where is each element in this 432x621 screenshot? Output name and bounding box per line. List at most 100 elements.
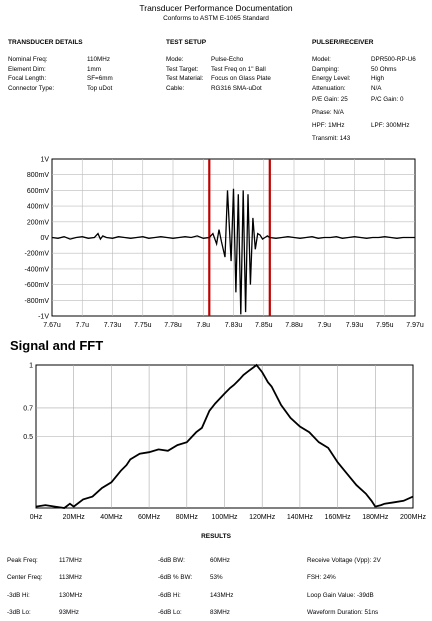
transmit: Transmit: 143 bbox=[312, 135, 351, 142]
pulser-receiver-heading: PULSER/RECEIVER bbox=[312, 39, 374, 46]
fft-y-tick-label: 1 bbox=[29, 363, 33, 370]
fft-x-tick-label: 60MHz bbox=[138, 514, 161, 521]
peak-freq-label: Peak Freq: bbox=[7, 557, 38, 564]
pe-gain: P/E Gain: 25 bbox=[312, 96, 348, 103]
receive-voltage: Receive Voltage (Vpp): 2V bbox=[307, 557, 381, 564]
model-value: DPR500-RP-U6 bbox=[371, 56, 416, 63]
y-tick-label: -200mV bbox=[24, 251, 49, 258]
fft-x-tick-label: 140MHz bbox=[287, 514, 314, 521]
minus3db-hi-value: 130MHz bbox=[59, 591, 83, 599]
attenuation-value: N/A bbox=[371, 84, 382, 92]
loop-gain-value: Loop Gain Value: -39dB bbox=[307, 591, 374, 599]
connector-type-label: Connector Type: bbox=[8, 84, 55, 92]
element-dim-value: 1mm bbox=[87, 65, 101, 73]
fsh: FSH: 24% bbox=[307, 574, 336, 582]
minus6db-bw-value: 60MHz bbox=[210, 557, 230, 564]
fft-x-tick-label: 0Hz bbox=[30, 514, 43, 521]
minus6db-pct-bw-value: 53% bbox=[210, 574, 223, 582]
phase: Phase: N/A bbox=[312, 109, 344, 116]
focal-length-label: Focal Length: bbox=[8, 75, 47, 83]
x-tick-label: 7.67u bbox=[43, 322, 61, 329]
damping-value: 50 Ohms bbox=[371, 65, 397, 73]
page-title: Transducer Performance Documentation bbox=[139, 3, 293, 13]
y-tick-label: 600mV bbox=[27, 188, 50, 195]
hpf: HPF: 1MHz bbox=[312, 122, 345, 129]
fft-x-tick-label: 20MHz bbox=[63, 514, 86, 521]
y-tick-label: -400mV bbox=[24, 266, 49, 273]
fft-y-tick-label: 0.5 bbox=[23, 434, 33, 441]
lpf: LPF: 300MHz bbox=[371, 122, 410, 129]
center-freq-value: 113MHz bbox=[59, 574, 82, 582]
minus6db-lo-label: -6dB Lo: bbox=[158, 608, 182, 616]
fft-x-tick-label: 120MHz bbox=[249, 514, 276, 521]
results-col1-values: 117MHz 113MHz 130MHz 93MHz bbox=[59, 552, 82, 621]
time-domain-chart: 7.67u 7.7u 7.73u 7.75u 7.78u 7.8u 7.83u 7.85u 7.… bbox=[24, 157, 424, 330]
y-tick-label: 0V bbox=[40, 235, 49, 242]
x-tick-label: 7.97u bbox=[406, 322, 424, 329]
minus3db-lo-label: -3dB Lo: bbox=[7, 608, 31, 616]
transducer-details-values: 110MHz 1mm SF=6mm Top uDot bbox=[87, 55, 113, 93]
y-tick-label: -1V bbox=[38, 314, 49, 321]
transducer-details-heading: TRANSDUCER DETAILS bbox=[8, 39, 83, 46]
x-tick-label: 7.73u bbox=[104, 322, 122, 329]
pc-gain: P/C Gain: 0 bbox=[371, 96, 404, 103]
fft-y-tick-label: 0.7 bbox=[23, 405, 33, 412]
test-setup-labels: Mode: Test Target: Test Material: Cable: bbox=[166, 55, 203, 93]
x-tick-label: 7.95u bbox=[376, 322, 394, 329]
pulser-receiver-labels: Model: Damping: Energy Level: Attenuatio… bbox=[312, 55, 351, 93]
attenuation-label: Attenuation: bbox=[312, 84, 346, 92]
energy-level-value: High bbox=[371, 75, 384, 83]
peak-freq-value: 117MHz bbox=[59, 557, 82, 564]
minus6db-hi-value: 143MHz bbox=[210, 591, 234, 599]
results-col3: Receive Voltage (Vpp): 2V FSH: 24% Loop … bbox=[307, 552, 381, 621]
x-tick-label: 7.88u bbox=[285, 322, 303, 329]
y-tick-label: -800mV bbox=[24, 298, 49, 305]
page-subtitle: Conforms to ASTM E-1065 Standard bbox=[163, 15, 269, 22]
test-target-label: Test Target: bbox=[166, 65, 199, 73]
minus6db-bw-label: -6dB BW: bbox=[158, 557, 185, 564]
cable-label: Cable: bbox=[166, 84, 185, 92]
results-col2-values: 60MHz 53% 143MHz 83MHz bbox=[210, 552, 233, 621]
minus6db-hi-label: -6dB Hi: bbox=[158, 591, 181, 599]
y-tick-label: -600mV bbox=[24, 282, 49, 289]
test-setup-heading: TEST SETUP bbox=[166, 39, 207, 46]
waveform-line bbox=[51, 188, 415, 315]
fft-x-tick-label: 160MHz bbox=[325, 514, 352, 521]
y-tick-label: 200mV bbox=[27, 219, 50, 226]
focal-length-value: SF=6mm bbox=[87, 75, 113, 83]
element-dim-label: Element Dim: bbox=[8, 65, 46, 73]
y-tick-label: 1V bbox=[40, 157, 49, 164]
fft-chart: 0Hz 20MHz 40MHz 60MHz 80MHz 100MHz 120MHz 140MH… bbox=[23, 363, 427, 522]
minus3db-hi-label: -3dB Hi: bbox=[7, 591, 30, 599]
mode-label: Mode: bbox=[166, 56, 184, 63]
test-material-value: Focus on Glass Plate bbox=[211, 75, 271, 83]
test-setup-values: Pulse-Echo Test Freq on 1" Ball Focus on… bbox=[211, 55, 271, 93]
x-tick-label: 7.75u bbox=[134, 322, 152, 329]
results-col1-labels: Peak Freq: Center Freq: -3dB Hi: -3dB Lo… bbox=[7, 552, 42, 621]
minus6db-pct-bw-label: -6dB % BW: bbox=[158, 574, 193, 582]
mode-value: Pulse-Echo bbox=[211, 56, 244, 63]
fft-x-tick-label: 40MHz bbox=[100, 514, 123, 521]
cable-value: RG316 SMA-uDot bbox=[211, 84, 262, 92]
test-target-value: Test Freq on 1" Ball bbox=[211, 65, 266, 73]
pulser-receiver-values: DPR500-RP-U6 50 Ohms High N/A bbox=[371, 55, 416, 93]
model-label: Model: bbox=[312, 56, 331, 63]
connector-type-value: Top uDot bbox=[87, 84, 113, 92]
fft-x-tick-label: 200MHz bbox=[400, 514, 427, 521]
fft-spectrum-line bbox=[35, 363, 414, 509]
y-tick-label: 800mV bbox=[27, 172, 50, 179]
results-col2-labels: -6dB BW: -6dB % BW: -6dB Hi: -6dB Lo: bbox=[158, 552, 192, 621]
minus3db-lo-value: 93MHz bbox=[59, 608, 79, 616]
nominal-freq-label: Nominal Freq: bbox=[8, 56, 48, 63]
x-tick-label: 7.78u bbox=[164, 322, 182, 329]
x-tick-label: 7.7u bbox=[75, 322, 89, 329]
fft-x-tick-label: 80MHz bbox=[176, 514, 199, 521]
test-material-label: Test Material: bbox=[166, 75, 204, 83]
nominal-freq-value: 110MHz bbox=[87, 56, 110, 63]
center-freq-label: Center Freq: bbox=[7, 574, 43, 582]
x-tick-label: 7.93u bbox=[346, 322, 364, 329]
x-tick-label: 7.9u bbox=[317, 322, 331, 329]
x-tick-label: 7.8u bbox=[196, 322, 210, 329]
y-tick-label: 400mV bbox=[27, 204, 50, 211]
x-tick-label: 7.85u bbox=[255, 322, 273, 329]
